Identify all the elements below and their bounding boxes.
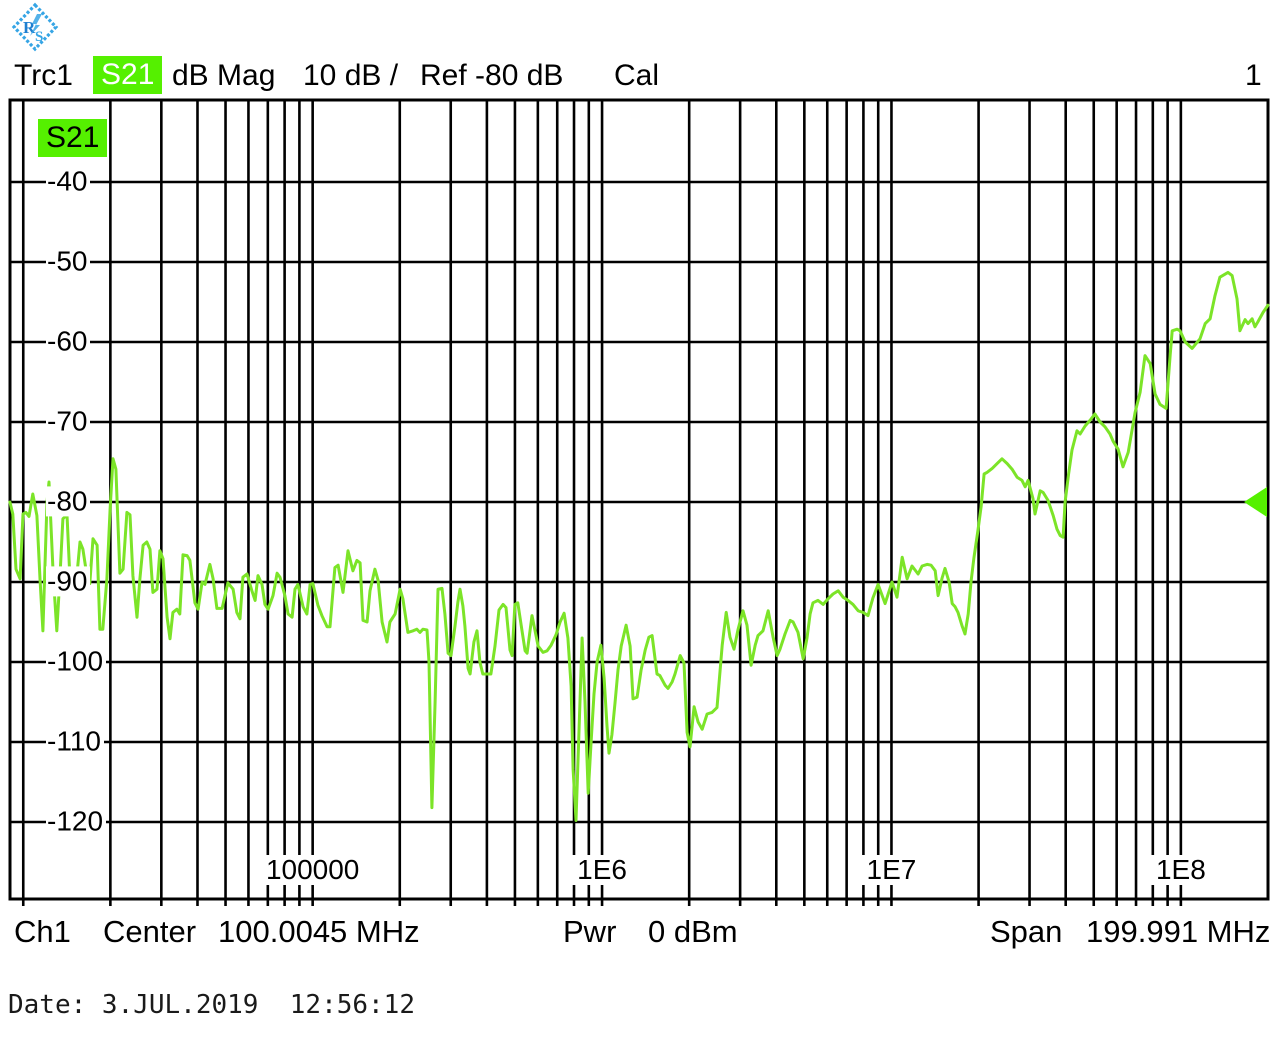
plot-border bbox=[8, 98, 1270, 901]
y-axis-label: -110 bbox=[46, 726, 104, 757]
date-time-stamp: Date: 3.JUL.2019 12:56:12 bbox=[8, 990, 415, 1020]
cal-status-label: Cal bbox=[614, 59, 660, 92]
reference-level-label: Ref -80 dB bbox=[420, 59, 564, 92]
trace-name-label: Trc1 bbox=[14, 59, 73, 92]
x-axis-label: 100000 bbox=[260, 855, 365, 885]
ref-level-marker-icon[interactable] bbox=[1244, 487, 1267, 517]
channel-number-label: 1 bbox=[1245, 59, 1262, 92]
center-freq-label: Center bbox=[103, 914, 197, 949]
y-axis-label: -100 bbox=[46, 646, 107, 677]
center-freq-value: 100.0045 MHz bbox=[218, 914, 420, 949]
y-axis-label: -120 bbox=[46, 806, 107, 837]
power-label: Pwr bbox=[563, 914, 617, 949]
span-value: 199.991 MHz bbox=[1086, 914, 1271, 949]
channel-label: Ch1 bbox=[14, 914, 71, 949]
y-axis-label: -60 bbox=[46, 326, 91, 357]
y-axis-label: -70 bbox=[46, 406, 91, 437]
trace-legend-badge[interactable]: S21 bbox=[38, 119, 108, 157]
y-axis-label: -40 bbox=[46, 166, 91, 197]
measurement-badge[interactable]: S21 bbox=[93, 56, 163, 94]
x-axis-label: 1E6 bbox=[572, 855, 632, 885]
svg-text:S: S bbox=[35, 29, 43, 45]
y-axis-label: -50 bbox=[46, 246, 91, 277]
x-axis-label: 1E8 bbox=[1150, 855, 1211, 885]
rs-logo: R S bbox=[11, 2, 59, 52]
power-value: 0 dBm bbox=[648, 914, 738, 949]
x-axis-label: 1E7 bbox=[861, 855, 922, 885]
s21-trace[interactable] bbox=[8, 270, 1270, 822]
trace-format-label: dB Mag bbox=[172, 59, 276, 92]
scale-per-div-label: 10 dB / bbox=[303, 59, 399, 92]
span-label: Span bbox=[990, 914, 1063, 949]
y-axis-label: -80 bbox=[46, 486, 91, 517]
y-axis-label: -90 bbox=[46, 566, 91, 597]
